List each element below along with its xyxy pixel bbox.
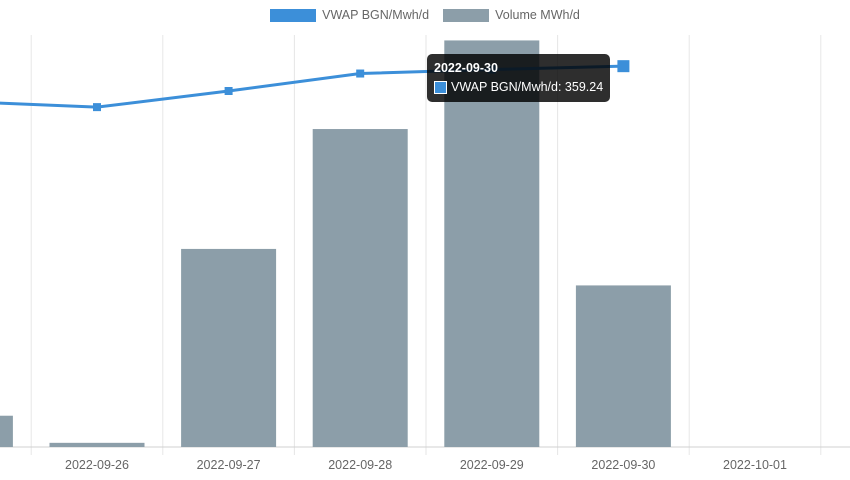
volume-bar-2022-09-27 <box>181 248 277 447</box>
chart-legend: VWAP BGN/Mwh/d Volume MWh/d <box>0 8 850 22</box>
grid-lines <box>0 35 850 455</box>
volume-bar-2022-09-25 <box>0 415 13 447</box>
vwap-point-2022-09-28 <box>356 69 365 78</box>
x-tick-label: 2022-09-29 <box>460 458 524 472</box>
tooltip-swatch <box>434 81 447 94</box>
x-tick-label: 2022-09-28 <box>328 458 392 472</box>
volume-bar-2022-09-26 <box>49 442 145 447</box>
legend-label-volume: Volume MWh/d <box>495 8 580 22</box>
vwap-point-2022-09-27 <box>224 87 233 95</box>
vwap-point-2022-09-26 <box>93 103 101 112</box>
legend-label-vwap: VWAP BGN/Mwh/d <box>322 8 430 22</box>
x-tick-label: 2022-09-27 <box>197 458 261 472</box>
tooltip-label: VWAP BGN/Mwh/d: 359.24 <box>451 80 604 94</box>
x-tick-label: 2022-09-30 <box>591 458 655 472</box>
legend-swatch-vwap <box>270 8 317 22</box>
x-axis-ticks: 2022-09-26 2022-09-27 2022-09-28 2022-09-29… <box>65 458 787 472</box>
volume-bars <box>0 40 671 448</box>
x-tick-label: 2022-10-01 <box>723 458 787 472</box>
volume-bar-2022-09-30 <box>575 285 671 447</box>
volume-bar-2022-09-29 <box>444 40 540 448</box>
legend-item-vwap[interactable]: VWAP BGN/Mwh/d <box>270 8 429 22</box>
tooltip-title: 2022-09-30 <box>434 61 498 75</box>
legend-swatch-volume <box>443 8 490 22</box>
vwap-point-2022-09-30 <box>617 60 630 73</box>
volume-bar-2022-09-28 <box>312 129 408 447</box>
chart-tooltip: 2022-09-30 VWAP BGN/Mwh/d: 359.24 <box>427 54 611 102</box>
legend-item-volume[interactable]: Volume MWh/d <box>443 8 580 22</box>
x-tick-label: 2022-09-26 <box>65 458 129 472</box>
